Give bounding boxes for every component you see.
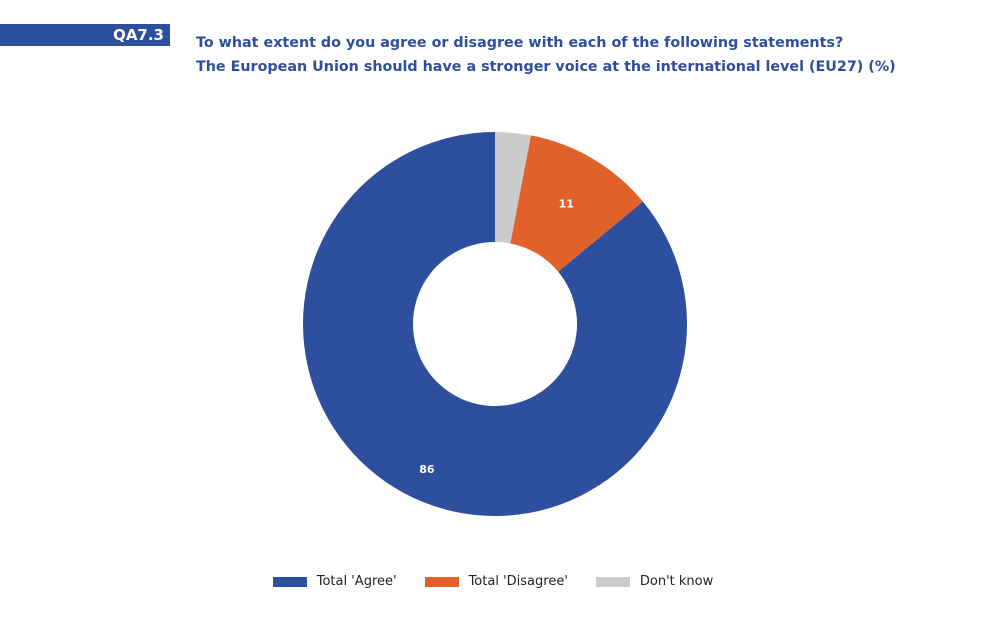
legend-item: Total 'Disagree' xyxy=(424,574,568,589)
question-code-bar: QA7.3 xyxy=(0,24,170,46)
slice-don-t-know xyxy=(495,132,531,244)
legend-label: Don't know xyxy=(639,574,714,589)
legend-item: Total 'Agree' xyxy=(272,574,397,589)
question-text: To what extent do you agree or disagree … xyxy=(196,35,844,51)
slice-total-disagree xyxy=(510,135,643,272)
legend-swatch xyxy=(595,576,630,587)
statement-text: The European Union should have a stronge… xyxy=(196,59,896,75)
slice-label-86: 86 xyxy=(419,463,435,476)
question-code: QA7.3 xyxy=(113,26,164,44)
legend-swatch xyxy=(424,576,459,587)
legend-item: Don't know xyxy=(595,574,714,589)
legend-label: Total 'Agree' xyxy=(316,574,397,589)
legend-swatch xyxy=(272,576,307,587)
legend-label: Total 'Disagree' xyxy=(468,574,568,589)
slice-label-11: 11 xyxy=(559,197,574,210)
chart-legend: Total 'Agree' Total 'Disagree' Don't know xyxy=(0,574,986,589)
donut-chart: 11 86 xyxy=(303,132,687,516)
chart-title: To what extent do you agree or disagree … xyxy=(196,31,956,79)
slice-total-agree xyxy=(303,132,687,516)
